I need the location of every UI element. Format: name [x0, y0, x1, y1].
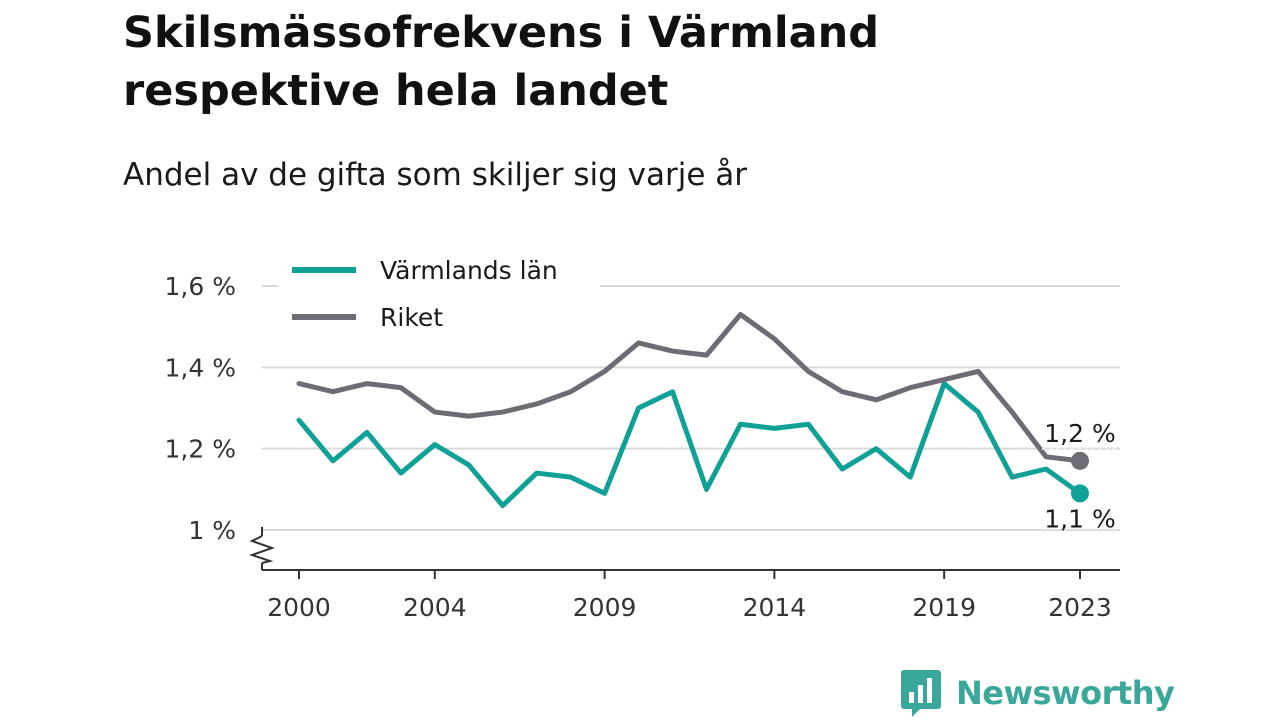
axes: 1 % 1,2 % 1,4 % 1,6 % 2000 2004 2009 2014 2019 20…: [165, 272, 1120, 622]
y-tick-label: 1,6 %: [165, 272, 236, 301]
y-tick-label: 1 %: [188, 516, 236, 545]
x-tick-label: 2000: [267, 593, 331, 622]
series-end-point-vermland: [1071, 484, 1089, 503]
brand-name: Newsworthy: [956, 674, 1175, 712]
end-label-riket: 1,2 %: [1044, 419, 1115, 448]
y-tick-label: 1,4 %: [165, 353, 236, 382]
x-tick-label: 2023: [1048, 593, 1112, 622]
legend-background: [278, 246, 600, 338]
chart-subtitle: Andel av de gifta som skiljer sig varje …: [123, 157, 747, 193]
brand-logo: Newsworthy: [900, 668, 1175, 718]
series-line-riket: [296, 311, 1083, 464]
bar-chart-speech-bubble-icon: [901, 670, 941, 717]
end-labels: 1,1 % 1,2 %: [1042, 419, 1118, 533]
legend-label-riket: Riket: [380, 303, 443, 332]
chart-title: Skilsmässofrekvens i Värmland respektive…: [123, 8, 880, 116]
x-tick-label: 2019: [912, 593, 976, 622]
series-lines: [296, 311, 1089, 509]
series-end-point-riket: [1071, 451, 1089, 470]
series-line-vermland: [296, 381, 1083, 509]
legend-label-vermland: Värmlands län: [380, 256, 558, 285]
end-label-vermland: 1,1 %: [1044, 504, 1115, 533]
legend: Värmlands län Riket: [278, 246, 600, 338]
y-tick-label: 1,2 %: [165, 435, 236, 464]
x-tick-label: 2014: [743, 593, 807, 622]
x-tick-label: 2004: [403, 593, 467, 622]
x-tick-label: 2009: [573, 593, 637, 622]
axis-break-marker: [248, 535, 276, 564]
